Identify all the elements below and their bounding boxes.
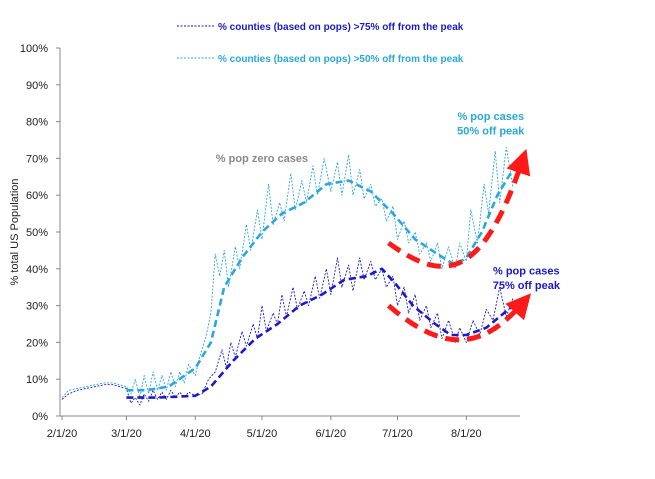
x-tick-label: 3/1/20	[111, 428, 142, 440]
legend-label-75: % counties (based on pops) >75% off from…	[218, 22, 464, 33]
y-tick-label: 50%	[26, 227, 48, 239]
y-tick-label: 20%	[26, 337, 48, 349]
y-ticks: 0% 10% 20% 30% 40% 50% 60% 70% 80% 90% 100%	[20, 43, 60, 423]
y-tick-label: 60%	[26, 190, 48, 202]
annotation-4: 75% off peak	[493, 280, 561, 292]
annotation-3: % pop cases	[493, 265, 560, 277]
y-tick-label: 30%	[26, 301, 48, 313]
x-ticks: 2/1/20 3/1/20 4/1/20 5/1/20 6/1/20 7/1/20 8/1/…	[47, 416, 482, 440]
series-layer	[61, 146, 515, 406]
trend-line-3	[126, 168, 515, 392]
y-axis-label: % total US Population	[9, 178, 21, 285]
red-arrow-1	[386, 293, 532, 343]
annotation-layer: % pop zero cases % pop cases 50% off peak%…	[216, 111, 561, 292]
arrow-layer	[386, 148, 532, 343]
annotation-2: 50% off peak	[457, 125, 525, 137]
series-line-1	[61, 146, 514, 399]
y-tick-label: 70%	[26, 153, 48, 165]
y-tick-label: 0%	[32, 411, 48, 423]
x-tick-label: 7/1/20	[382, 428, 413, 440]
series-line-0	[61, 257, 514, 406]
y-tick-label: 40%	[26, 264, 48, 276]
red-arrow-0	[387, 148, 531, 269]
trend-line-2	[126, 267, 514, 399]
legend-label-50: % counties (based on pops) >50% off from…	[218, 54, 464, 65]
y-tick-label: 100%	[20, 43, 48, 55]
annotation-1: % pop cases	[457, 111, 524, 123]
y-tick-label: 90%	[26, 80, 48, 92]
x-tick-label: 4/1/20	[180, 428, 211, 440]
y-tick-label: 10%	[26, 374, 48, 386]
y-tick-label: 80%	[26, 117, 48, 129]
legend: % counties (based on pops) >75% off from…	[177, 22, 464, 65]
x-tick-label: 8/1/20	[451, 428, 482, 440]
x-tick-label: 6/1/20	[316, 428, 347, 440]
x-tick-label: 2/1/20	[47, 428, 78, 440]
annotation-0: % pop zero cases	[216, 153, 308, 165]
x-tick-label: 5/1/20	[247, 428, 278, 440]
